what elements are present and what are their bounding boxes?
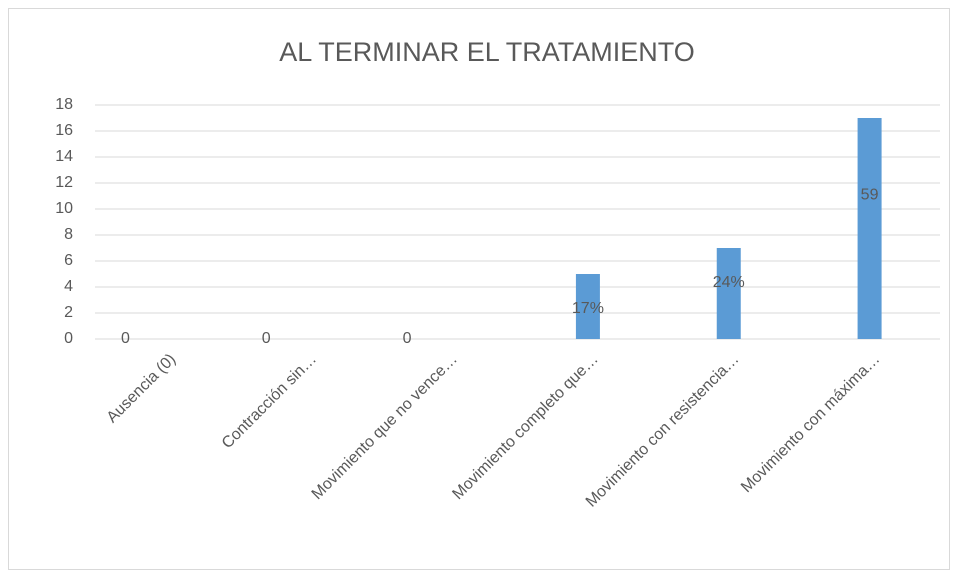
y-tick-label: 10 [55, 200, 73, 217]
bar [716, 248, 741, 339]
y-tick-label: 4 [64, 278, 73, 295]
data-label: 24% [713, 274, 745, 291]
y-tick-label: 16 [55, 122, 73, 139]
chart-frame [8, 8, 950, 570]
data-label: 0 [403, 330, 412, 347]
y-tick-label: 2 [64, 304, 73, 321]
y-tick-label: 18 [55, 96, 73, 113]
data-label: 17% [572, 300, 604, 317]
bar [575, 274, 600, 339]
y-tick-label: 0 [64, 330, 73, 347]
chart-title: AL TERMINAR EL TRATAMIENTO [279, 37, 695, 67]
y-tick-label: 8 [64, 226, 73, 243]
bar [857, 118, 882, 339]
data-label: 0 [121, 330, 130, 347]
data-label: 0 [262, 330, 271, 347]
y-tick-label: 14 [55, 148, 73, 165]
y-tick-label: 6 [64, 252, 73, 269]
data-label: 59 [861, 187, 879, 204]
y-tick-label: 12 [55, 174, 73, 191]
